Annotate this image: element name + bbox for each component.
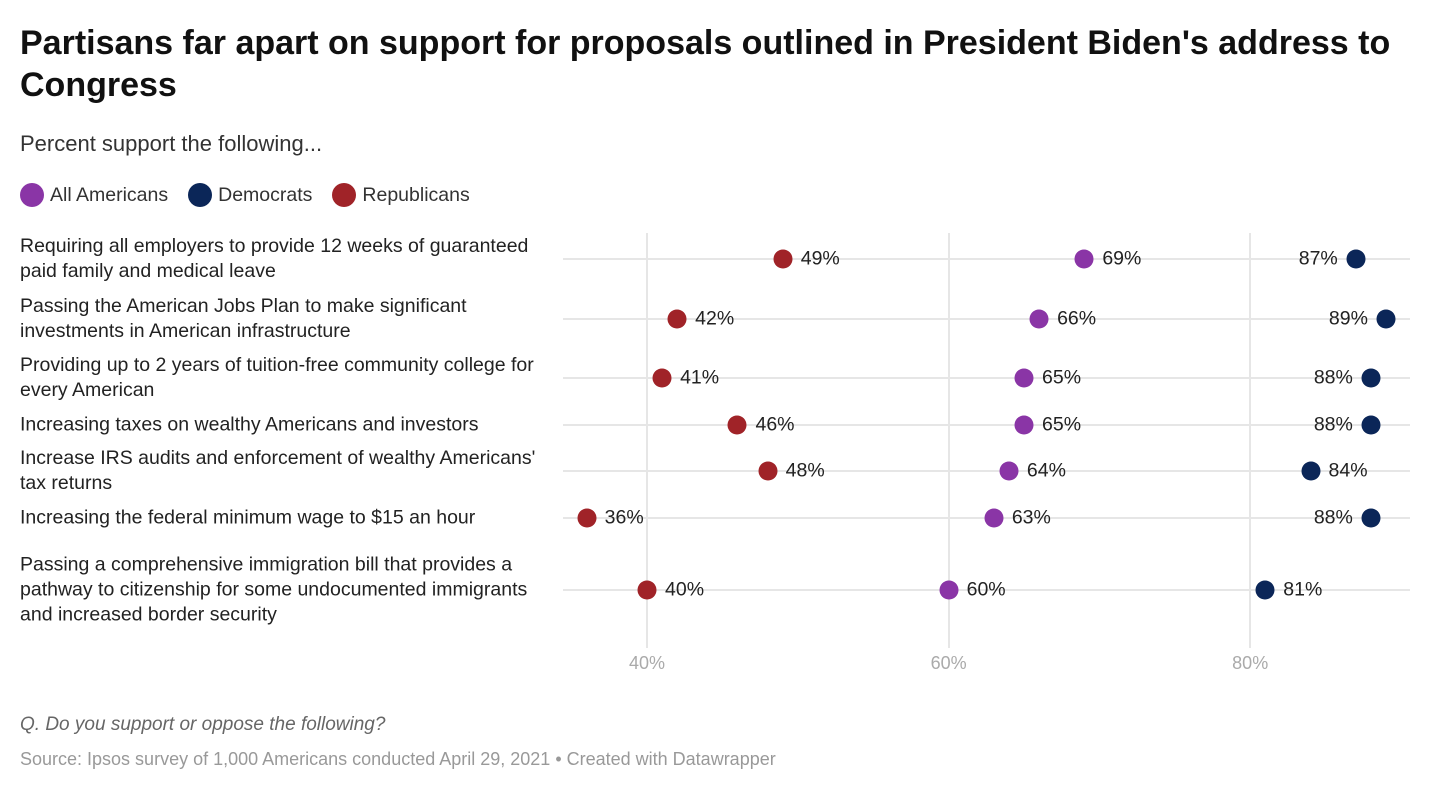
dot-all-americans: [1014, 415, 1034, 435]
legend-dot-icon: [332, 183, 357, 207]
gridline: [646, 233, 648, 648]
dot-republicans: [667, 309, 687, 329]
dot-all-americans: [939, 580, 959, 600]
dot-republicans: [727, 415, 747, 435]
dot-democrats: [1361, 508, 1381, 528]
legend-label: All Americans: [50, 183, 169, 206]
value-label: 49%: [800, 247, 840, 270]
value-label: 60%: [966, 578, 1006, 601]
dot-democrats: [1361, 415, 1381, 435]
dot-all-americans: [1074, 249, 1094, 269]
value-label: 46%: [755, 413, 795, 436]
row-label: Increasing taxes on wealthy Americans an…: [20, 413, 479, 436]
x-tick-label: 60%: [930, 653, 967, 673]
legend-label: Democrats: [218, 183, 313, 206]
dot-republicans: [577, 508, 597, 528]
row-line: [563, 377, 1410, 379]
value-label: 40%: [665, 578, 705, 601]
value-label: 41%: [680, 366, 720, 389]
legend: All Americans Democrats Republicans: [20, 183, 470, 207]
question-note: Q. Do you support or oppose the followin…: [20, 714, 386, 735]
row-line: [563, 470, 1410, 472]
dot-republicans: [758, 461, 778, 481]
legend-label: Republicans: [362, 183, 470, 206]
value-label: 88%: [1313, 506, 1353, 529]
row-line: [563, 424, 1410, 426]
value-label: 63%: [1011, 506, 1051, 529]
legend-item-democrats: Democrats: [188, 183, 312, 207]
dot-democrats: [1361, 368, 1381, 388]
row-label: Passing the American Jobs Plan to make s…: [20, 295, 467, 342]
dot-republicans: [637, 580, 657, 600]
chart-subtitle: Percent support the following...: [20, 131, 323, 156]
dot-all-americans: [984, 508, 1004, 528]
value-label: 88%: [1313, 413, 1353, 436]
row-label: Providing up to 2 years of tuition-free …: [20, 354, 534, 401]
dot-democrats: [1376, 309, 1396, 329]
dot-republicans: [652, 368, 672, 388]
value-label: 87%: [1298, 247, 1338, 270]
value-label: 64%: [1026, 459, 1066, 482]
dot-all-americans: [1029, 309, 1049, 329]
legend-item-all-americans: All Americans: [20, 183, 168, 207]
row-label: Requiring all employers to provide 12 we…: [20, 235, 529, 282]
value-label: 69%: [1102, 247, 1142, 270]
dot-all-americans: [1014, 368, 1034, 388]
value-label: 48%: [785, 459, 825, 482]
dot-all-americans: [999, 461, 1019, 481]
chart-title: Partisans far apart on support for propo…: [20, 24, 1391, 104]
dot-democrats: [1255, 580, 1275, 600]
value-label: 42%: [695, 307, 735, 330]
row-label: Passing a comprehensive immigration bill…: [20, 553, 528, 626]
value-label: 88%: [1313, 366, 1353, 389]
value-label: 66%: [1057, 307, 1097, 330]
row-line: [563, 258, 1410, 260]
value-label: 81%: [1283, 578, 1323, 601]
value-label: 89%: [1328, 307, 1368, 330]
row-line: [563, 318, 1410, 320]
legend-dot-icon: [188, 183, 213, 207]
x-tick-label: 40%: [628, 653, 666, 673]
row-label: Increase IRS audits and enforcement of w…: [20, 447, 536, 494]
legend-item-republicans: Republicans: [332, 183, 470, 207]
gridline: [947, 233, 950, 648]
gridline: [1249, 233, 1252, 648]
value-label: 84%: [1328, 459, 1368, 482]
dot-democrats: [1301, 461, 1321, 481]
value-label: 36%: [604, 506, 644, 529]
row-label: Increasing the federal minimum wage to $…: [20, 506, 476, 529]
x-tick-label: 80%: [1232, 653, 1269, 673]
source-line: Source: Ipsos survey of 1,000 Americans …: [20, 749, 776, 769]
dot-republicans: [773, 249, 793, 269]
row-line: [563, 589, 1410, 591]
legend-dot-icon: [20, 183, 44, 207]
value-label: 65%: [1042, 413, 1082, 436]
dot-democrats: [1346, 249, 1366, 269]
value-label: 65%: [1042, 366, 1082, 389]
